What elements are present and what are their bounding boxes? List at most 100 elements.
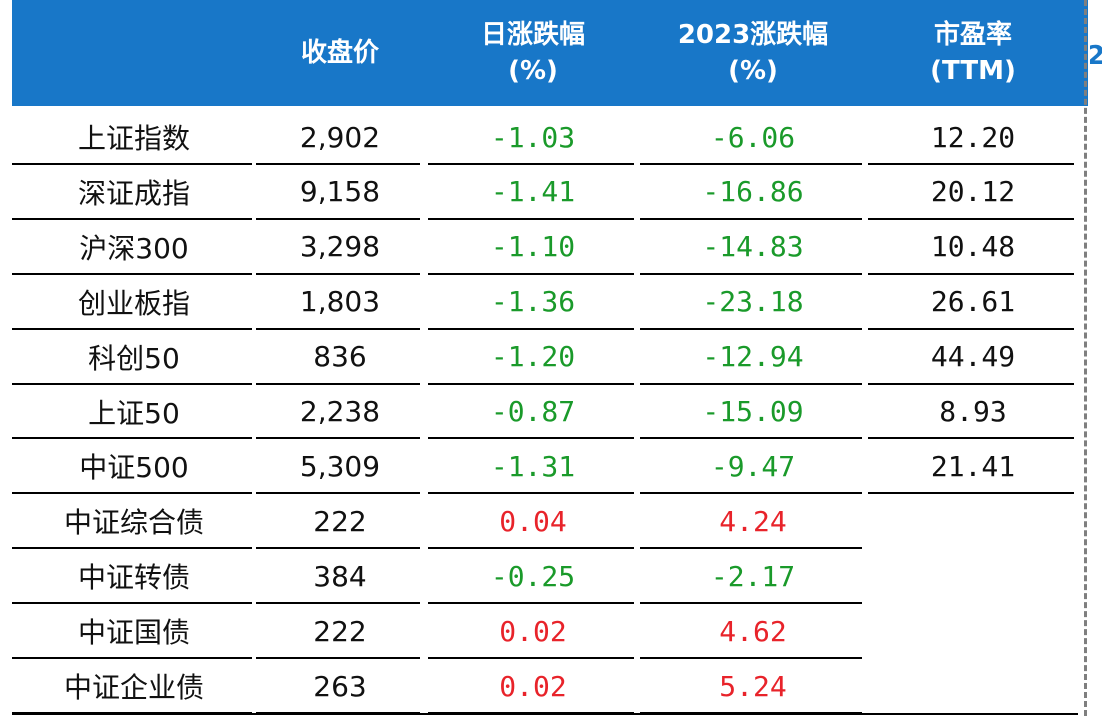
daily-change-cell: 0.04 [499,504,567,538]
row-divider [12,272,252,275]
row-divider [640,162,862,165]
pe-ratio-cell: 12.20 [930,120,1016,154]
row-divider [256,327,420,330]
pe-ratio-cell: 10.48 [930,230,1016,264]
index-name-cell: 中证综合债 [63,506,204,540]
index-name-cell: 上证50 [88,396,180,430]
close-price-cell: 222 [313,614,367,648]
row-divider [640,492,862,495]
row-divider [256,657,420,659]
row-divider [428,657,634,659]
index-name-cell: 中证企业债 [63,671,204,704]
daily-change-cell: -1.20 [490,340,576,374]
row-divider [428,492,634,495]
table-row: 上证50 2,238 -0.87 -15.09 8.93 [0,385,1080,439]
row-divider [868,272,1074,275]
row-divider [868,327,1074,330]
index-name-cell: 创业板指 [77,286,190,320]
index-name-cell: 中证500 [79,451,189,485]
row-divider [868,217,1074,220]
close-price-cell: 222 [313,504,367,538]
table-row: 中证企业债 263 0.02 5.24 [0,659,1080,713]
index-name-cell: 中证转债 [77,561,190,595]
ytd-change-cell: 4.62 [719,614,787,648]
close-price-cell: 2,902 [299,120,381,154]
row-divider [868,162,1074,165]
pe-ratio-cell: 26.61 [930,285,1016,319]
row-divider [640,217,862,220]
row-divider [256,547,420,550]
ytd-change-cell: -2.17 [710,559,796,593]
row-divider [640,437,862,440]
daily-change-cell: -0.87 [490,395,576,428]
row-divider [640,602,862,605]
pe-ratio-cell: 8.93 [939,395,1007,428]
header-close-price: 收盘价 [300,38,379,68]
row-divider [256,272,420,275]
row-divider [12,492,252,495]
table-header [12,0,1088,106]
close-price-cell: 9,158 [299,175,381,209]
header-pe-ratio: 市盈率 (TTM) [930,20,1016,86]
page-boundary-dashed-line [1084,0,1087,716]
daily-change-cell: -1.36 [490,285,576,319]
header-daily-change: 日涨跌幅 (%) [480,20,585,86]
daily-change-cell: -1.10 [490,230,576,264]
ytd-change-cell: -15.09 [702,395,804,428]
close-price-cell: 2,238 [299,395,381,428]
row-divider [428,162,634,165]
pe-ratio-cell [868,494,1078,548]
row-divider [428,437,634,440]
index-name-cell: 沪深300 [79,231,189,265]
index-name-cell: 科创50 [88,341,180,375]
row-divider [256,162,420,165]
table-row: 深证成指 9,158 -1.41 -16.86 20.12 [0,165,1080,219]
ytd-change-cell: 5.24 [719,669,787,703]
table-row: 科创50 836 -1.20 -12.94 44.49 [0,330,1080,384]
pe-ratio-cell: 44.49 [930,340,1016,374]
row-divider [640,272,862,275]
daily-change-cell: -0.25 [490,559,576,593]
table-row: 中证国债 222 0.02 4.62 [0,604,1080,658]
row-divider [12,602,252,605]
row-divider [428,327,634,330]
ytd-change-cell: -9.47 [710,449,796,483]
ytd-change-cell: -16.86 [702,175,804,209]
row-divider [428,602,634,605]
row-divider [868,437,1074,440]
row-divider [12,382,252,385]
close-price-cell: 263 [313,669,367,703]
table-row: 沪深300 3,298 -1.10 -14.83 10.48 [0,220,1080,274]
pe-ratio-cell [868,549,1078,603]
row-divider [428,217,634,220]
close-price-cell: 5,309 [299,449,381,483]
table-row: 上证指数 2,902 -1.03 -6.06 12.20 [0,110,1080,164]
row-divider [256,602,420,605]
row-divider [428,272,634,275]
close-price-cell: 3,298 [299,230,381,264]
row-divider [868,492,1074,495]
row-divider [640,327,862,330]
header-cut-off-column: 2 [1090,16,1102,96]
close-price-cell: 384 [313,559,367,593]
row-divider [868,382,1074,385]
row-divider [12,217,252,220]
row-divider [256,492,420,495]
table-row: 创业板指 1,803 -1.36 -23.18 26.61 [0,275,1080,329]
daily-change-cell: -1.41 [490,175,576,209]
ytd-change-cell: -6.06 [710,120,796,154]
index-name-cell: 中证国债 [77,616,190,650]
ytd-change-cell: 4.24 [719,504,787,538]
index-name-cell: 深证成指 [77,176,190,210]
pe-ratio-cell: 20.12 [930,175,1016,209]
ytd-change-cell: -14.83 [702,230,804,264]
daily-change-cell: 0.02 [499,669,567,703]
row-divider [428,382,634,385]
daily-change-cell: 0.02 [499,614,567,648]
row-divider [256,437,420,440]
table-row: 中证500 5,309 -1.31 -9.47 21.41 [0,439,1080,493]
row-divider [12,657,252,659]
ytd-change-cell: -12.94 [702,340,804,374]
row-divider [256,217,420,220]
row-divider [12,162,252,165]
